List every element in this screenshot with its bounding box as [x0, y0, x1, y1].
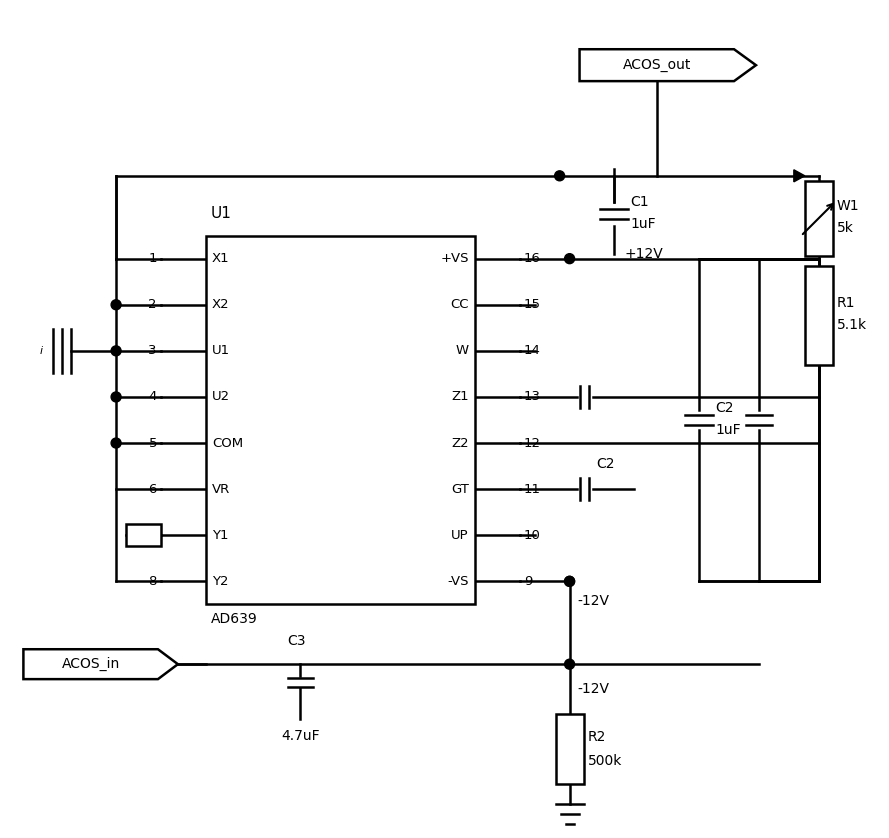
- Text: 1uF: 1uF: [715, 423, 741, 437]
- Text: Y2: Y2: [212, 575, 228, 587]
- Text: X1: X1: [212, 252, 229, 265]
- Circle shape: [565, 577, 574, 587]
- Circle shape: [111, 392, 121, 402]
- Text: ACOS_out: ACOS_out: [622, 58, 691, 72]
- Text: 5k: 5k: [837, 221, 853, 235]
- Text: -12V: -12V: [578, 594, 610, 608]
- Circle shape: [555, 171, 565, 181]
- Circle shape: [111, 438, 121, 448]
- Circle shape: [565, 660, 574, 670]
- Text: Y1: Y1: [212, 529, 228, 541]
- Circle shape: [111, 300, 121, 310]
- Text: -VS: -VS: [447, 575, 469, 587]
- Text: R2: R2: [588, 730, 606, 744]
- Circle shape: [111, 346, 121, 356]
- Text: 15: 15: [524, 298, 541, 311]
- Bar: [126, 525, 161, 546]
- Polygon shape: [580, 49, 756, 81]
- Text: VR: VR: [212, 483, 230, 495]
- Text: 4.7uF: 4.7uF: [281, 729, 320, 743]
- Bar: [205, 235, 475, 604]
- Text: 5.1k: 5.1k: [837, 318, 867, 333]
- Text: 7: 7: [148, 529, 157, 541]
- Text: 1uF: 1uF: [630, 217, 656, 230]
- Text: C2: C2: [597, 458, 615, 471]
- Text: COM: COM: [212, 437, 243, 449]
- Text: U1: U1: [211, 205, 232, 220]
- Text: -12V: -12V: [578, 682, 610, 696]
- Text: 5: 5: [148, 437, 157, 449]
- Circle shape: [565, 254, 574, 264]
- Text: GT: GT: [451, 483, 469, 495]
- Text: W1: W1: [837, 199, 860, 213]
- Text: W: W: [456, 344, 469, 357]
- Bar: [805, 181, 833, 256]
- Text: 14: 14: [524, 344, 541, 357]
- Polygon shape: [794, 170, 805, 182]
- Text: +12V: +12V: [624, 246, 663, 261]
- Text: 10: 10: [524, 529, 541, 541]
- Text: 4: 4: [148, 391, 157, 403]
- Text: X2: X2: [212, 298, 229, 311]
- Text: 12: 12: [524, 437, 541, 449]
- Text: 16: 16: [524, 252, 541, 265]
- Text: 9: 9: [524, 575, 533, 587]
- Text: 13: 13: [524, 391, 541, 403]
- Text: C3: C3: [287, 634, 306, 649]
- Text: 3: 3: [148, 344, 157, 357]
- Bar: [556, 714, 583, 784]
- Bar: [805, 266, 833, 365]
- Text: 1: 1: [148, 252, 157, 265]
- Text: Z2: Z2: [452, 437, 469, 449]
- Polygon shape: [23, 649, 178, 679]
- Text: AD639: AD639: [211, 613, 258, 626]
- Text: 500k: 500k: [588, 754, 622, 768]
- Text: 2: 2: [148, 298, 157, 311]
- Text: Z1: Z1: [452, 391, 469, 403]
- Text: 8: 8: [148, 575, 157, 587]
- Text: C1: C1: [630, 195, 649, 209]
- Text: U1: U1: [212, 344, 230, 357]
- Text: R1: R1: [837, 297, 855, 310]
- Text: 11: 11: [524, 483, 541, 495]
- Circle shape: [565, 577, 574, 587]
- Text: 6: 6: [148, 483, 157, 495]
- Text: i: i: [40, 346, 43, 356]
- Text: C2: C2: [715, 401, 733, 415]
- Text: +VS: +VS: [440, 252, 469, 265]
- Text: U2: U2: [212, 391, 230, 403]
- Text: UP: UP: [452, 529, 469, 541]
- Text: ACOS_in: ACOS_in: [61, 657, 120, 671]
- Text: CC: CC: [451, 298, 469, 311]
